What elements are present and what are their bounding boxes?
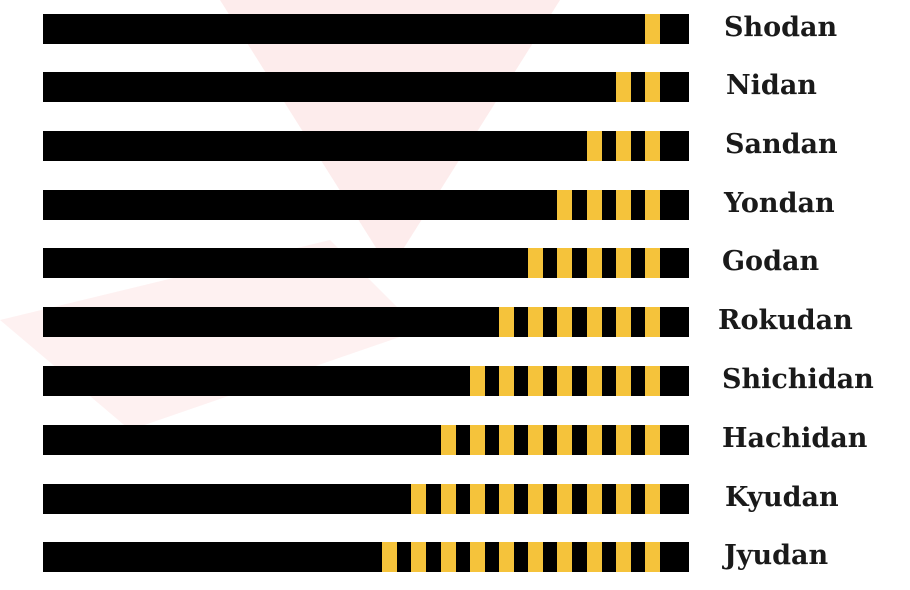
belt-row-hachidan: Hachidan bbox=[0, 423, 910, 455]
belt-bar bbox=[43, 366, 689, 396]
rank-stripe bbox=[557, 190, 573, 220]
rank-stripe bbox=[499, 542, 514, 572]
rank-stripe bbox=[528, 425, 544, 455]
belt-row-jyudan: Jyudan bbox=[0, 540, 910, 572]
rank-label: Nidan bbox=[726, 70, 817, 101]
rank-stripe bbox=[615, 484, 631, 514]
rank-stripe bbox=[499, 307, 514, 337]
rank-stripe bbox=[557, 307, 573, 337]
rank-stripe bbox=[586, 425, 602, 455]
rank-stripe bbox=[645, 72, 660, 102]
rank-stripe bbox=[615, 248, 631, 278]
belt-bar bbox=[43, 131, 689, 161]
rank-stripe bbox=[557, 542, 573, 572]
belt-row-nidan: Nidan bbox=[0, 70, 910, 102]
rank-stripe bbox=[586, 542, 602, 572]
rank-stripe bbox=[557, 248, 573, 278]
belt-row-shodan: Shodan bbox=[0, 12, 910, 44]
rank-stripe bbox=[528, 484, 544, 514]
rank-stripe bbox=[440, 484, 456, 514]
rank-label: Shichidan bbox=[722, 364, 874, 395]
rank-stripe bbox=[586, 248, 602, 278]
rank-stripe bbox=[615, 542, 631, 572]
rank-stripe bbox=[645, 307, 660, 337]
rank-stripe bbox=[586, 484, 602, 514]
rank-stripe bbox=[440, 425, 456, 455]
rank-stripe bbox=[586, 190, 602, 220]
rank-stripe bbox=[615, 366, 631, 396]
belt-bar bbox=[43, 190, 689, 220]
rank-label: Rokudan bbox=[718, 305, 853, 336]
belt-bar bbox=[43, 307, 689, 337]
rank-stripe bbox=[586, 366, 602, 396]
rank-stripe bbox=[557, 484, 573, 514]
rank-stripe bbox=[499, 366, 514, 396]
belt-bar bbox=[43, 248, 689, 278]
rank-stripe bbox=[615, 72, 631, 102]
rank-label: Hachidan bbox=[722, 423, 868, 454]
rank-stripe bbox=[440, 542, 456, 572]
rank-stripe bbox=[645, 425, 660, 455]
rank-stripe bbox=[528, 366, 544, 396]
rank-stripe bbox=[528, 542, 544, 572]
belt-bar bbox=[43, 484, 689, 514]
rank-stripe bbox=[586, 307, 602, 337]
rank-stripe bbox=[528, 248, 544, 278]
rank-stripe bbox=[645, 14, 660, 44]
rank-stripe bbox=[645, 190, 660, 220]
rank-stripe bbox=[411, 484, 427, 514]
rank-stripe bbox=[469, 425, 485, 455]
belt-bar bbox=[43, 14, 689, 44]
rank-stripe bbox=[615, 190, 631, 220]
rank-stripe bbox=[528, 307, 544, 337]
belt-row-shichidan: Shichidan bbox=[0, 364, 910, 396]
rank-stripe bbox=[645, 542, 660, 572]
belt-row-sandan: Sandan bbox=[0, 129, 910, 161]
belt-bar bbox=[43, 425, 689, 455]
rank-stripe bbox=[499, 425, 514, 455]
rank-stripe bbox=[411, 542, 427, 572]
rank-stripe bbox=[557, 366, 573, 396]
rank-stripe bbox=[645, 248, 660, 278]
belt-bar bbox=[43, 542, 689, 572]
rank-label: Sandan bbox=[725, 129, 838, 160]
rank-stripe bbox=[586, 131, 602, 161]
rank-stripe bbox=[382, 542, 398, 572]
belt-row-kyudan: Kyudan bbox=[0, 482, 910, 514]
rank-stripe bbox=[645, 366, 660, 396]
rank-label: Jyudan bbox=[724, 540, 829, 571]
rank-label: Shodan bbox=[724, 12, 838, 43]
belt-row-yondan: Yondan bbox=[0, 188, 910, 220]
rank-stripe bbox=[469, 484, 485, 514]
rank-stripe bbox=[645, 131, 660, 161]
rank-stripe bbox=[469, 542, 485, 572]
rank-stripe bbox=[615, 131, 631, 161]
rank-stripe bbox=[615, 307, 631, 337]
rank-stripe bbox=[557, 425, 573, 455]
belt-row-godan: Godan bbox=[0, 246, 910, 278]
rank-stripe bbox=[645, 484, 660, 514]
rank-stripe bbox=[615, 425, 631, 455]
rank-label: Yondan bbox=[724, 188, 835, 219]
rank-stripe bbox=[469, 366, 485, 396]
rank-label: Godan bbox=[722, 246, 820, 277]
belt-bar bbox=[43, 72, 689, 102]
belt-row-rokudan: Rokudan bbox=[0, 305, 910, 337]
rank-stripe bbox=[499, 484, 514, 514]
rank-label: Kyudan bbox=[725, 482, 839, 513]
